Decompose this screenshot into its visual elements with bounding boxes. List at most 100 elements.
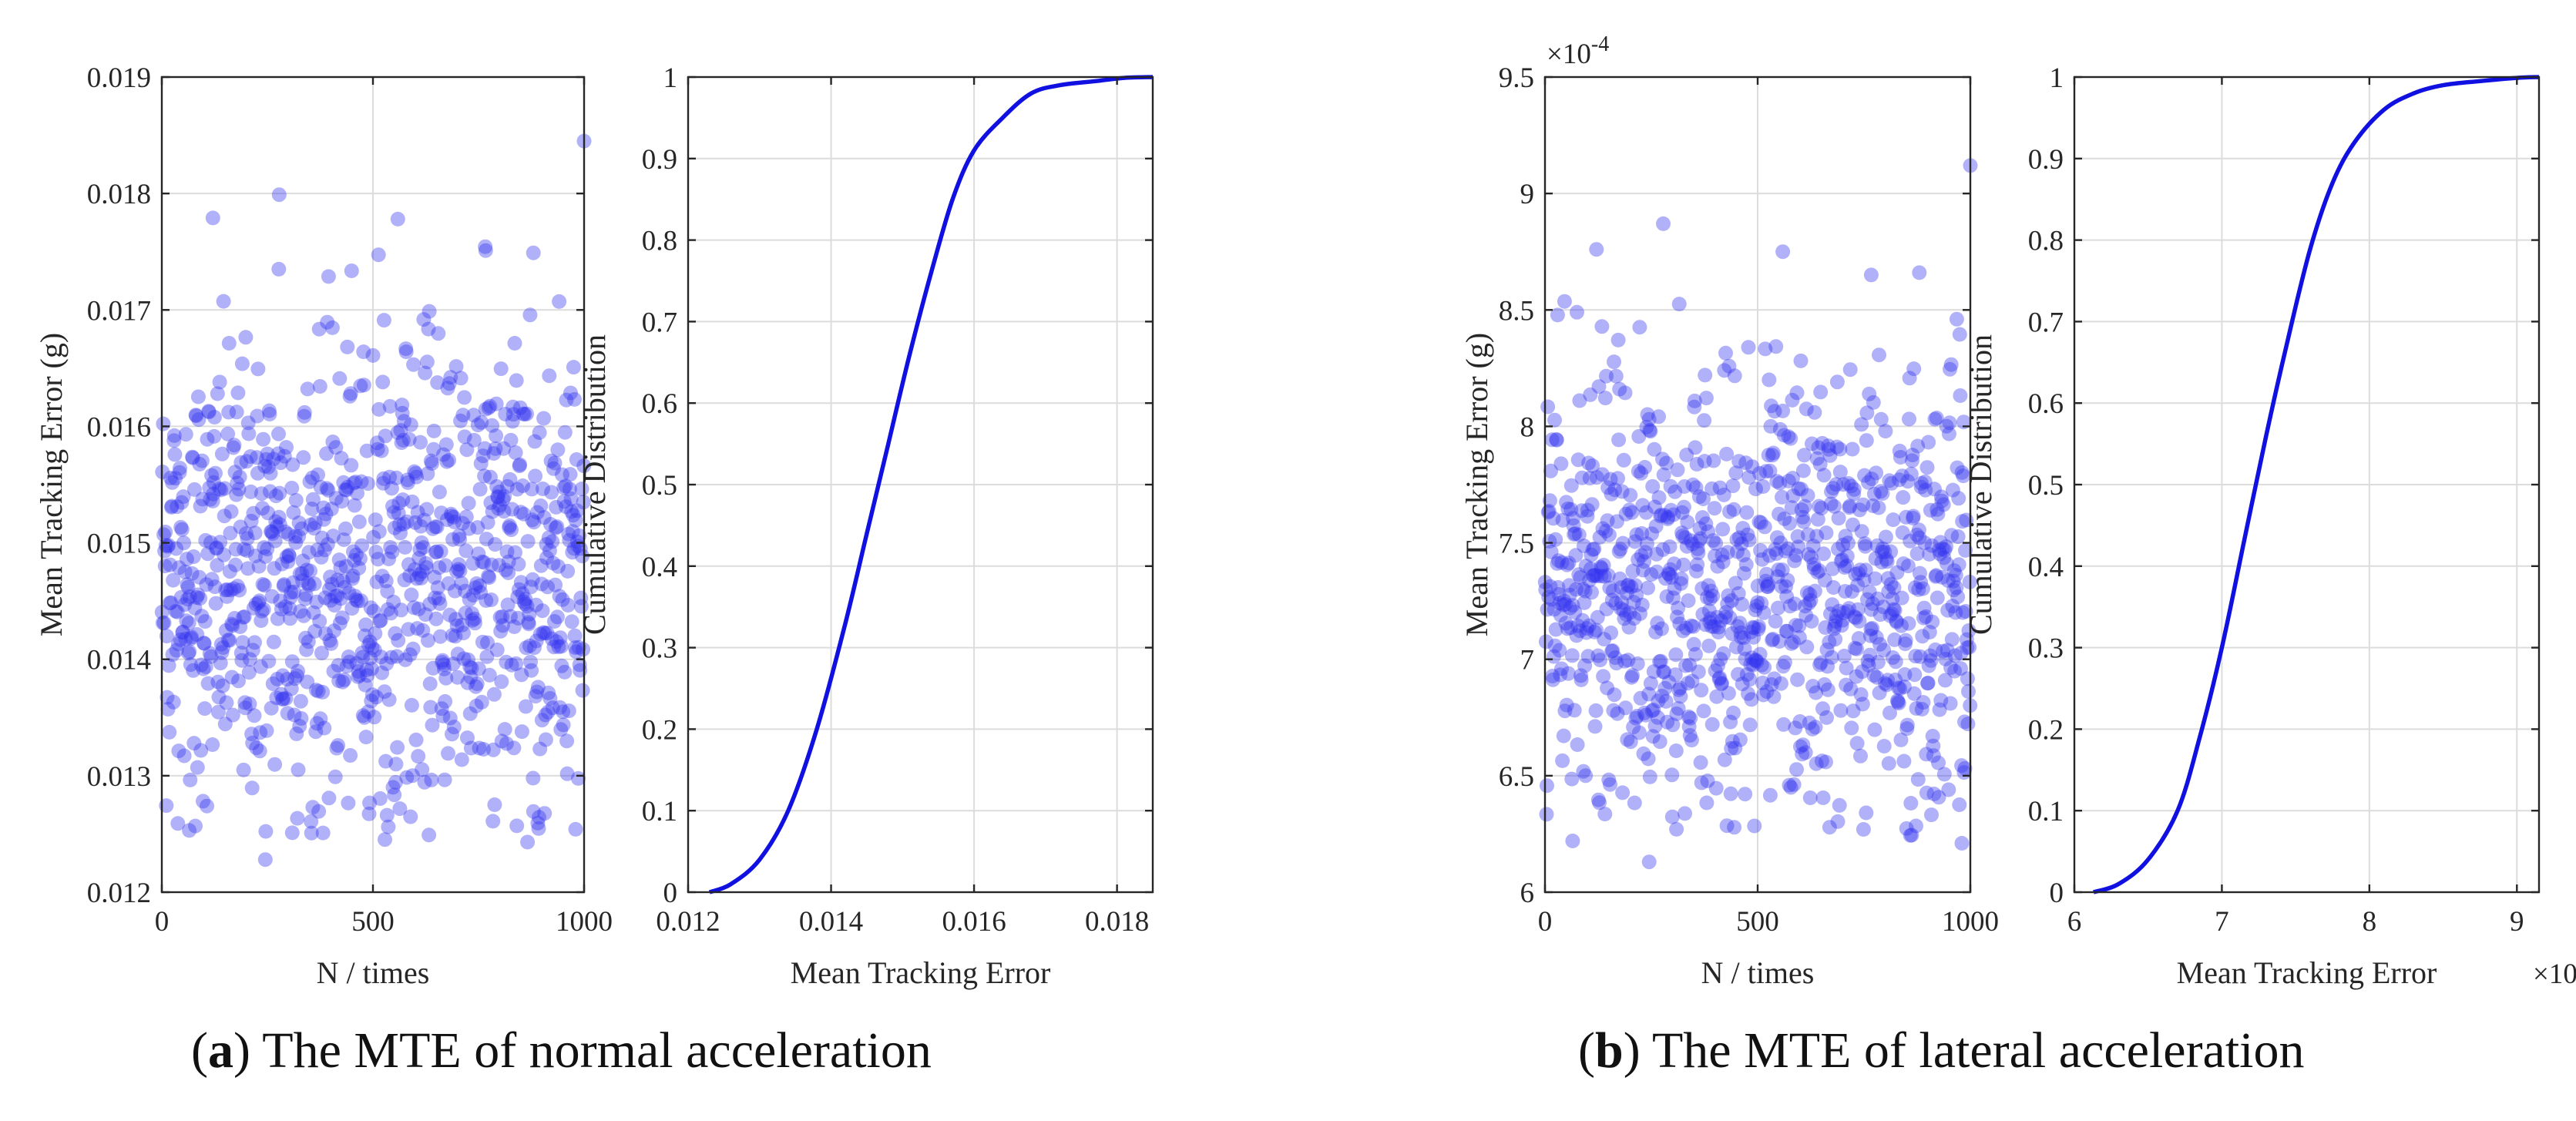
scatter-point: [574, 482, 589, 497]
scatter-point: [495, 492, 511, 507]
scatter-point: [1616, 452, 1631, 468]
scatter-point: [1848, 566, 1863, 582]
scatter-point: [1752, 646, 1768, 662]
scatter-point: [502, 609, 518, 624]
scatter-point: [351, 669, 366, 684]
scatter-point: [361, 637, 376, 653]
scatter-point: [240, 543, 254, 559]
scatter-point: [1821, 441, 1836, 457]
scatter-point: [406, 357, 421, 372]
scatter-point: [418, 607, 433, 623]
scatter-point: [1889, 565, 1905, 580]
x-tick-label: 0: [155, 906, 170, 938]
scatter-point: [182, 644, 197, 660]
scatter-point: [1690, 557, 1705, 572]
scatter-point: [1876, 643, 1892, 658]
scatter-point: [1842, 498, 1858, 514]
scatter-point: [233, 619, 248, 634]
scatter-point: [1760, 579, 1775, 594]
scatter-point: [523, 654, 538, 670]
scatter-point: [1912, 265, 1927, 280]
scatter-point: [1587, 624, 1602, 639]
scatter-point: [516, 406, 531, 421]
scatter-point: [217, 547, 232, 562]
scatter-point: [1716, 487, 1731, 502]
scatter-point: [359, 443, 374, 458]
scatter-point: [1674, 576, 1688, 591]
scatter-point: [1610, 332, 1626, 347]
scatter-point: [1667, 581, 1682, 596]
scatter-point: [385, 498, 400, 514]
scatter-point: [178, 632, 193, 646]
scatter-point: [470, 418, 485, 433]
scatter-point: [179, 552, 194, 567]
scatter-point: [1815, 790, 1831, 805]
scatter-point: [241, 665, 257, 680]
scatter-point: [1852, 613, 1867, 629]
scatter-point: [285, 457, 301, 472]
scatter-point: [505, 414, 520, 429]
scatter-point: [1543, 463, 1558, 478]
scatter-point: [1629, 588, 1644, 603]
scatter-point: [1684, 673, 1700, 689]
y-tick-label: 1: [663, 62, 678, 94]
scatter-point: [1899, 717, 1915, 733]
scatter-point: [254, 613, 269, 628]
scatter-point: [1694, 775, 1709, 790]
scatter-point: [1738, 557, 1754, 572]
scatter-point: [253, 725, 268, 740]
scatter-point: [448, 612, 463, 627]
scatter-point: [1647, 499, 1662, 515]
scatter-point: [1752, 466, 1767, 481]
scatter-point: [1921, 658, 1936, 673]
scatter-point: [1631, 725, 1647, 740]
scatter-point: [313, 480, 328, 495]
scatter-point: [1651, 409, 1666, 425]
scatter-point: [1662, 539, 1678, 555]
scatter-point: [1922, 625, 1937, 639]
scatter-point: [1820, 659, 1835, 674]
scatter-point: [1941, 426, 1956, 441]
scatter-point: [510, 589, 526, 605]
scatter-point: [1954, 836, 1970, 851]
scatter-point: [482, 570, 497, 586]
scatter-point: [1815, 435, 1830, 451]
scatter-point: [1856, 572, 1872, 588]
scatter-point: [1675, 529, 1691, 544]
scatter-point: [433, 629, 448, 644]
scatter-point: [1762, 463, 1778, 478]
scatter-point: [548, 520, 563, 535]
scatter-point: [1878, 529, 1893, 545]
scatter-point: [526, 770, 541, 786]
scatter-point: [322, 633, 338, 648]
scatter-point: [485, 742, 501, 757]
scatter-point: [205, 493, 220, 508]
scatter-point: [1739, 667, 1755, 682]
scatter-point: [1554, 661, 1569, 676]
scatter-point: [272, 485, 287, 501]
scatter-point: [1562, 578, 1577, 593]
scatter-point: [323, 592, 338, 608]
scatter-point: [496, 441, 512, 456]
scatter-point: [1849, 669, 1864, 684]
scatter-point: [462, 592, 477, 607]
scatter-point: [1908, 649, 1923, 664]
scatter-point: [1926, 787, 1942, 801]
scatter-point: [1846, 482, 1862, 497]
scatter-point: [1731, 530, 1747, 545]
scatter-point: [161, 658, 176, 673]
scatter-point: [567, 391, 582, 407]
scatter-point: [1852, 562, 1868, 578]
scatter-point: [1624, 579, 1639, 595]
scatter-point: [1775, 659, 1791, 674]
scatter-point: [475, 448, 491, 464]
scatter-point: [1590, 569, 1605, 584]
scatter-point: [198, 659, 213, 674]
scatter-point: [1955, 605, 1970, 620]
scatter-point: [180, 592, 195, 607]
scatter-point: [1585, 542, 1600, 557]
scatter-point: [464, 660, 479, 676]
y-tick-label: 6: [1520, 878, 1535, 909]
scatter-point: [369, 574, 385, 589]
scatter-point: [324, 502, 339, 517]
